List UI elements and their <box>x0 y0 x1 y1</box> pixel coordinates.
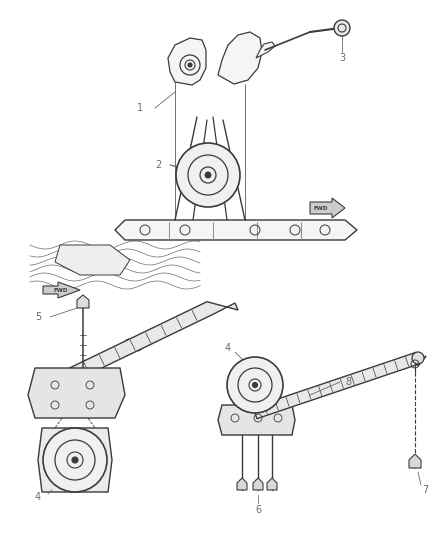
Polygon shape <box>218 405 295 435</box>
Circle shape <box>188 63 192 67</box>
Polygon shape <box>55 245 130 275</box>
Circle shape <box>252 383 258 387</box>
Polygon shape <box>237 478 247 490</box>
Polygon shape <box>256 42 275 58</box>
Text: 2: 2 <box>155 160 161 170</box>
Text: 5: 5 <box>35 312 41 322</box>
Text: 3: 3 <box>339 53 345 63</box>
Circle shape <box>227 357 283 413</box>
Polygon shape <box>37 302 238 397</box>
Text: FWD: FWD <box>54 287 68 293</box>
Polygon shape <box>38 428 112 492</box>
Polygon shape <box>310 198 345 218</box>
Polygon shape <box>77 295 89 308</box>
Text: 4: 4 <box>35 492 41 502</box>
Text: FWD: FWD <box>314 206 328 211</box>
Polygon shape <box>28 368 125 418</box>
Circle shape <box>72 457 78 463</box>
Circle shape <box>334 20 350 36</box>
Text: 6: 6 <box>255 505 261 515</box>
Circle shape <box>176 143 240 207</box>
Text: 4: 4 <box>225 343 231 353</box>
Polygon shape <box>115 220 357 240</box>
Polygon shape <box>253 478 263 490</box>
Polygon shape <box>267 478 277 490</box>
Polygon shape <box>168 38 206 85</box>
Text: 7: 7 <box>422 485 428 495</box>
Polygon shape <box>253 352 426 419</box>
Text: 1: 1 <box>137 103 143 113</box>
Polygon shape <box>409 454 421 468</box>
Polygon shape <box>218 32 262 84</box>
Circle shape <box>205 172 211 178</box>
Circle shape <box>43 428 107 492</box>
Polygon shape <box>43 282 80 298</box>
Circle shape <box>412 352 424 364</box>
Text: 8: 8 <box>345 377 351 387</box>
